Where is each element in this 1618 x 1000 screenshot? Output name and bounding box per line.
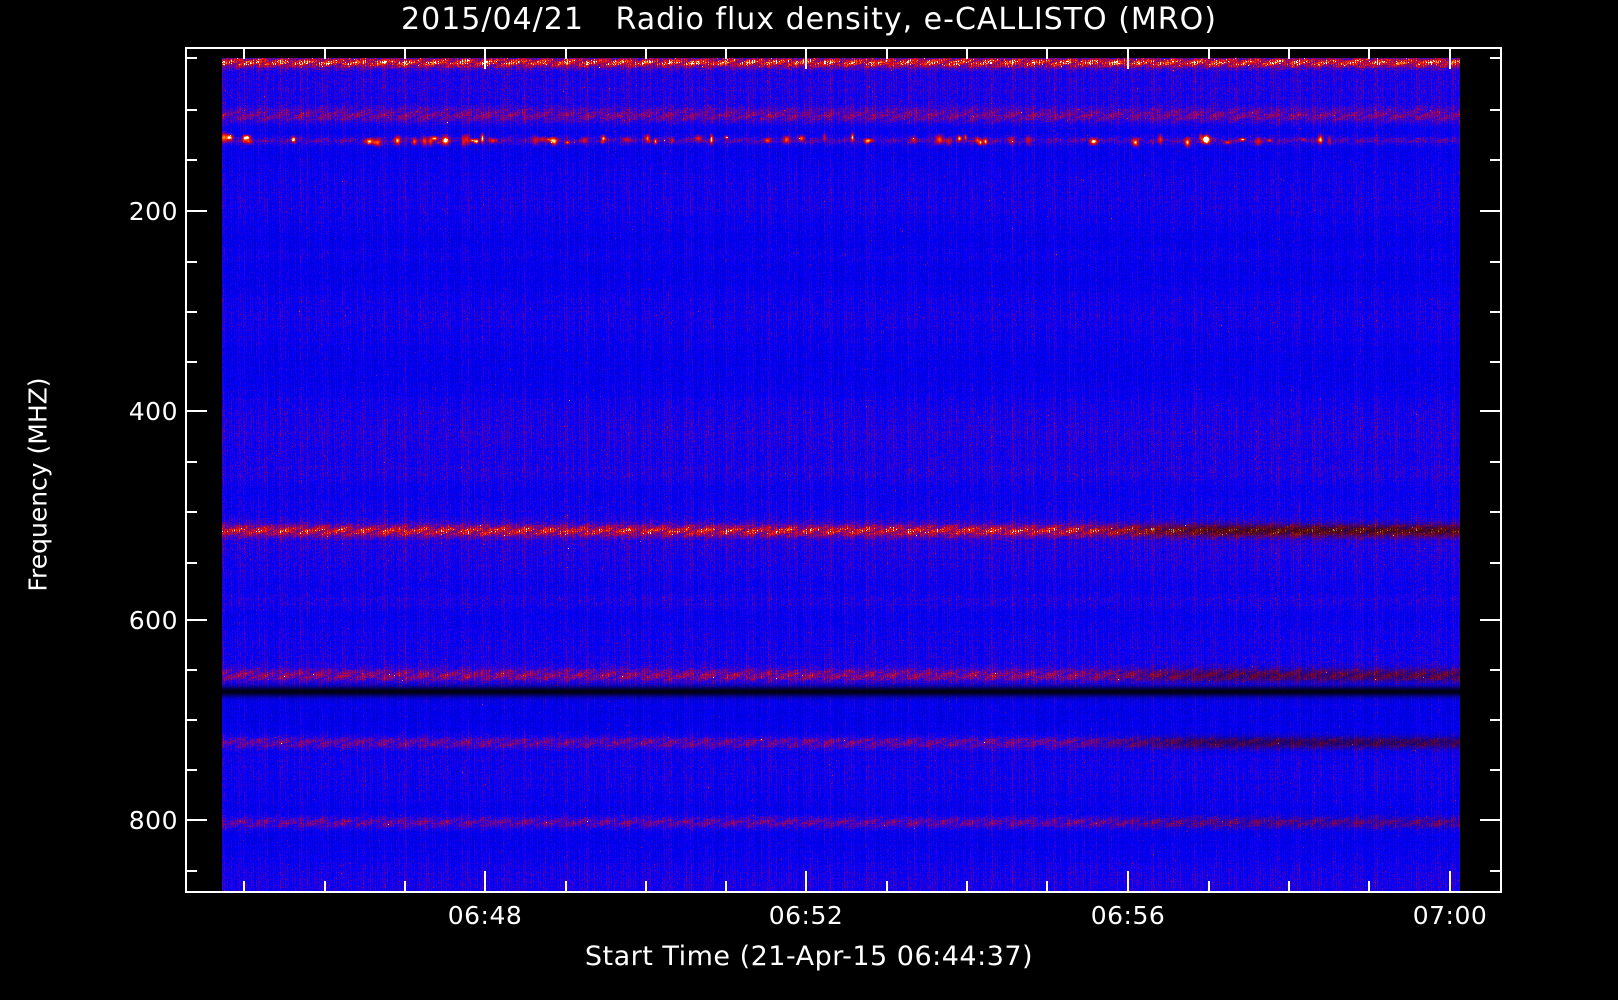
y-tick-minor-12 bbox=[185, 870, 197, 872]
x-tick-major-top-3 bbox=[1449, 47, 1451, 69]
x-tick-major-top-1 bbox=[805, 47, 807, 69]
x-tick-minor-0 bbox=[243, 881, 245, 893]
axis-line-top bbox=[185, 47, 1502, 49]
x-tick-minor-1 bbox=[324, 881, 326, 893]
x-tick-minor-6 bbox=[886, 881, 888, 893]
spectrogram-image bbox=[222, 58, 1460, 893]
y-tick-minor-9 bbox=[185, 669, 197, 671]
axis-line-left bbox=[185, 47, 187, 893]
y-tick-label-200: 200 bbox=[128, 197, 178, 226]
x-tick-minor-top-11 bbox=[1368, 47, 1370, 59]
y-tick-label-600: 600 bbox=[128, 606, 178, 635]
y-tick-major-0 bbox=[185, 210, 207, 212]
x-tick-minor-7 bbox=[966, 881, 968, 893]
y-tick-minor-right-9 bbox=[1490, 669, 1502, 671]
y-tick-minor-7 bbox=[185, 511, 197, 513]
x-axis-title: Start Time (21-Apr-15 06:44:37) bbox=[584, 941, 1034, 972]
x-tick-minor-9 bbox=[1208, 881, 1210, 893]
y-tick-major-right-2 bbox=[1480, 619, 1502, 621]
y-tick-minor-5 bbox=[185, 361, 197, 363]
y-tick-minor-right-2 bbox=[1490, 159, 1502, 161]
y-tick-minor-right-8 bbox=[1490, 562, 1502, 564]
y-tick-minor-right-11 bbox=[1490, 769, 1502, 771]
x-tick-major-0 bbox=[484, 871, 486, 893]
page-title: 2015/04/21 Radio flux density, e-CALLIST… bbox=[401, 2, 1217, 37]
x-tick-major-1 bbox=[805, 871, 807, 893]
x-tick-minor-10 bbox=[1288, 881, 1290, 893]
y-tick-minor-4 bbox=[185, 311, 197, 313]
y-tick-minor-right-0 bbox=[1490, 57, 1502, 59]
x-tick-minor-top-8 bbox=[1046, 47, 1048, 59]
y-tick-minor-3 bbox=[185, 261, 197, 263]
axis-line-right bbox=[1500, 47, 1502, 893]
x-tick-major-top-0 bbox=[484, 47, 486, 69]
y-tick-label-800: 800 bbox=[128, 806, 178, 835]
x-tick-minor-top-3 bbox=[565, 47, 567, 59]
axis-line-bottom bbox=[185, 891, 1502, 893]
x-tick-minor-4 bbox=[645, 881, 647, 893]
x-tick-minor-5 bbox=[725, 881, 727, 893]
y-tick-minor-right-6 bbox=[1490, 461, 1502, 463]
x-tick-minor-top-1 bbox=[324, 47, 326, 59]
y-tick-minor-2 bbox=[185, 159, 197, 161]
y-tick-minor-right-4 bbox=[1490, 311, 1502, 313]
x-tick-label-0700: 07:00 bbox=[1412, 901, 1488, 930]
y-tick-minor-right-3 bbox=[1490, 261, 1502, 263]
x-tick-label-0656: 06:56 bbox=[1090, 901, 1166, 930]
y-tick-minor-0 bbox=[185, 57, 197, 59]
x-tick-minor-top-9 bbox=[1208, 47, 1210, 59]
x-tick-minor-2 bbox=[404, 881, 406, 893]
y-tick-minor-right-12 bbox=[1490, 870, 1502, 872]
y-tick-minor-10 bbox=[185, 719, 197, 721]
y-tick-label-400: 400 bbox=[128, 397, 178, 426]
y-tick-major-2 bbox=[185, 619, 207, 621]
y-tick-major-right-3 bbox=[1480, 819, 1502, 821]
x-tick-minor-top-6 bbox=[886, 47, 888, 59]
x-tick-minor-top-0 bbox=[243, 47, 245, 59]
y-tick-major-1 bbox=[185, 410, 207, 412]
y-tick-major-right-0 bbox=[1480, 210, 1502, 212]
y-tick-minor-8 bbox=[185, 562, 197, 564]
y-tick-major-3 bbox=[185, 819, 207, 821]
y-tick-minor-1 bbox=[185, 109, 197, 111]
x-tick-minor-top-2 bbox=[404, 47, 406, 59]
y-tick-minor-11 bbox=[185, 769, 197, 771]
y-tick-major-right-1 bbox=[1480, 410, 1502, 412]
x-tick-major-3 bbox=[1449, 871, 1451, 893]
x-tick-major-top-2 bbox=[1127, 47, 1129, 69]
x-tick-minor-top-5 bbox=[725, 47, 727, 59]
x-tick-label-0652: 06:52 bbox=[768, 901, 844, 930]
x-tick-label-0648: 06:48 bbox=[447, 901, 523, 930]
plot-frame bbox=[185, 47, 1502, 893]
y-axis-title: Frequency (MHZ) bbox=[23, 377, 53, 592]
y-tick-minor-right-10 bbox=[1490, 719, 1502, 721]
x-tick-minor-3 bbox=[565, 881, 567, 893]
y-tick-minor-right-5 bbox=[1490, 361, 1502, 363]
y-tick-minor-6 bbox=[185, 461, 197, 463]
x-tick-minor-11 bbox=[1368, 881, 1370, 893]
x-tick-minor-top-7 bbox=[966, 47, 968, 59]
x-tick-minor-8 bbox=[1046, 881, 1048, 893]
y-tick-minor-right-7 bbox=[1490, 511, 1502, 513]
x-tick-minor-top-4 bbox=[645, 47, 647, 59]
x-tick-minor-top-10 bbox=[1288, 47, 1290, 59]
x-tick-major-2 bbox=[1127, 871, 1129, 893]
y-tick-minor-right-1 bbox=[1490, 109, 1502, 111]
